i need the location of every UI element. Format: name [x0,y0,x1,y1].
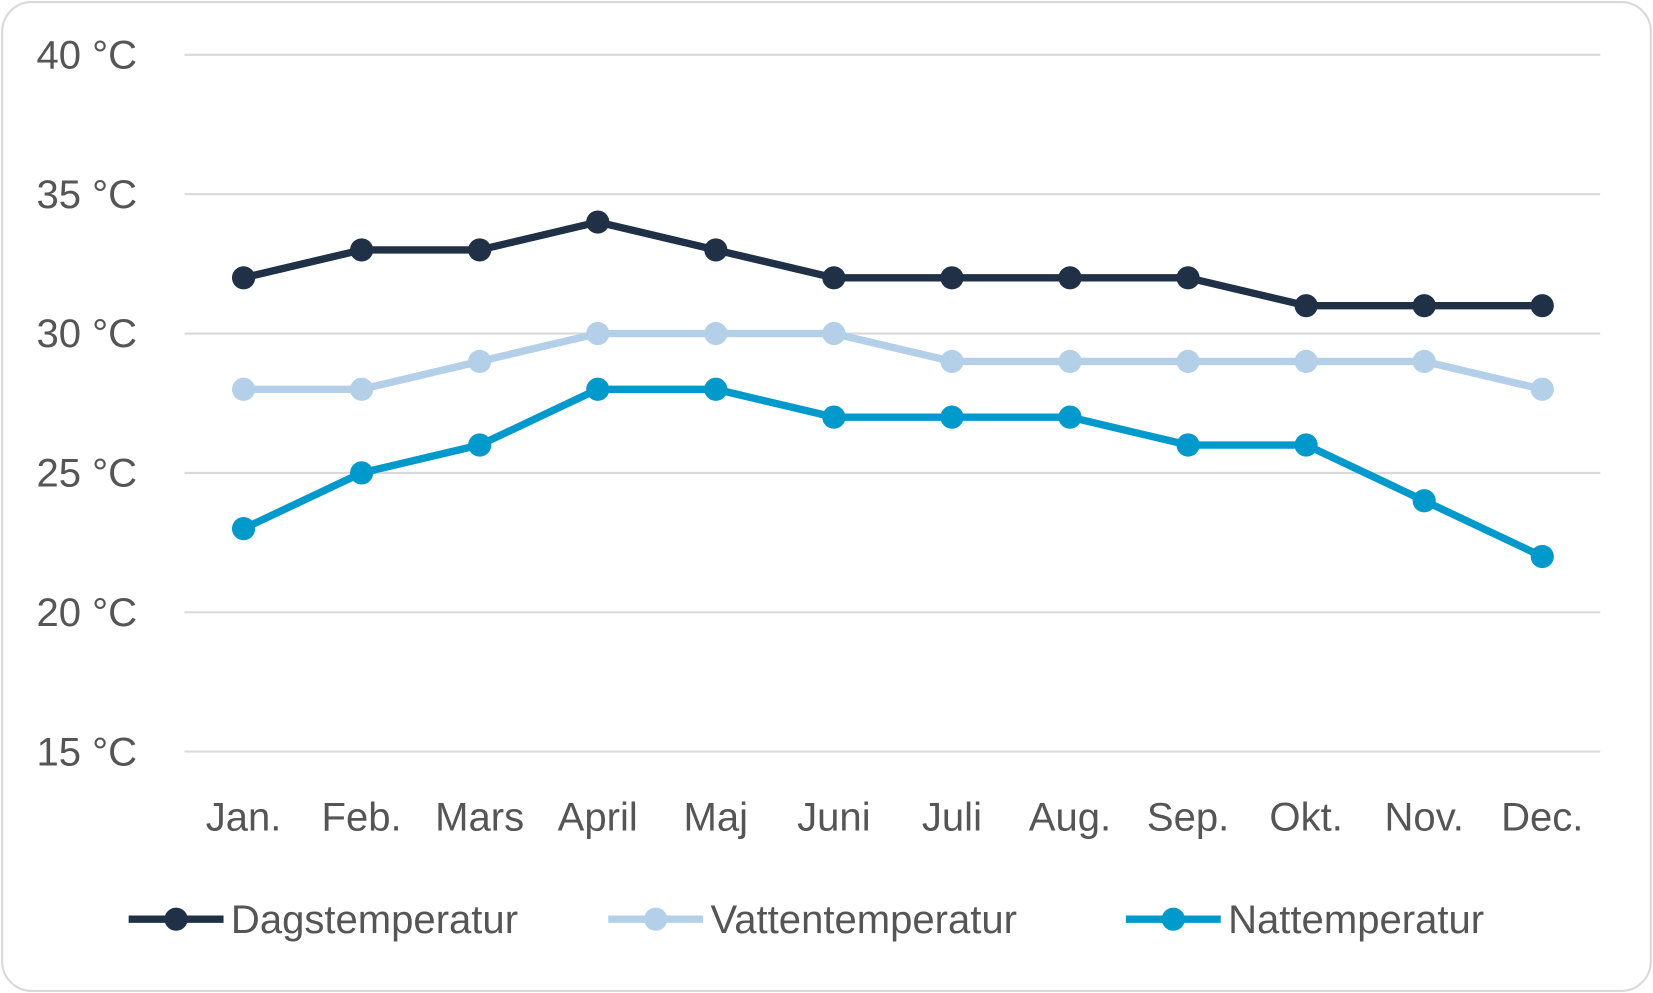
y-tick-label: 20 °C [36,591,137,635]
x-tick-label: Juli [922,796,982,840]
data-point [1176,433,1200,457]
data-point [1412,349,1436,373]
series-dagstemperatur [231,210,1554,318]
data-point [940,405,964,429]
data-point [231,517,256,541]
data-point [940,266,964,290]
legend-marker [644,907,668,931]
x-tick-label: April [558,796,638,840]
legend-marker [1161,907,1185,931]
series-line [243,329,1544,393]
legend-label: Dagstemperatur [231,898,518,942]
legend-marker [164,907,188,931]
data-point [1530,377,1554,401]
series-nattemperatur [231,377,1554,569]
data-point [350,461,374,485]
data-point [704,238,728,262]
x-tick-label: Feb. [322,796,402,840]
data-point [586,321,610,346]
data-point [468,349,492,373]
data-point [822,266,846,290]
data-point [1412,489,1436,513]
data-point [704,321,728,346]
data-point [1412,294,1436,318]
data-point [1294,433,1318,457]
y-tick-label: 25 °C [36,452,137,496]
x-tick-label: Sep. [1147,796,1229,840]
x-tick-label: Nov. [1385,796,1464,840]
data-point [586,210,610,234]
y-tick-label: 40 °C [36,34,137,78]
x-tick-label: Aug. [1029,796,1111,840]
data-point [586,377,610,401]
legend-item: Dagstemperatur [128,898,518,942]
data-point [1530,294,1554,318]
legend-item: Nattemperatur [1125,898,1484,942]
x-tick-label: Juni [797,796,870,840]
data-point [822,321,846,346]
x-tick-label: Dec. [1501,796,1583,840]
series-line [241,385,1544,560]
data-point [1058,266,1082,290]
data-point [1176,349,1200,373]
data-point [1058,349,1082,373]
data-point [231,266,256,290]
series-line [242,218,1543,310]
data-point [1294,294,1318,318]
y-tick-label: 15 °C [36,730,137,774]
data-point [822,405,846,429]
data-point [231,377,256,401]
data-point [350,238,374,262]
data-point [468,433,492,457]
legend-item: Vattentemperatur [608,898,1017,942]
data-point [1176,266,1200,290]
x-tick-label: Maj [684,796,749,840]
legend-label: Vattentemperatur [711,898,1017,942]
data-point [1294,349,1318,373]
x-tick-label: Jan. [206,796,282,840]
series-vattentemperatur [231,321,1554,401]
data-point [1058,405,1082,429]
data-point [940,349,964,373]
data-point [704,377,728,401]
data-point [1530,544,1554,569]
y-tick-label: 35 °C [36,173,137,217]
x-tick-label: Mars [435,796,524,840]
y-tick-label: 30 °C [36,312,137,356]
x-tick-label: Okt. [1269,796,1342,840]
data-point [350,377,374,401]
data-point [468,238,492,262]
legend-label: Nattemperatur [1228,898,1484,942]
